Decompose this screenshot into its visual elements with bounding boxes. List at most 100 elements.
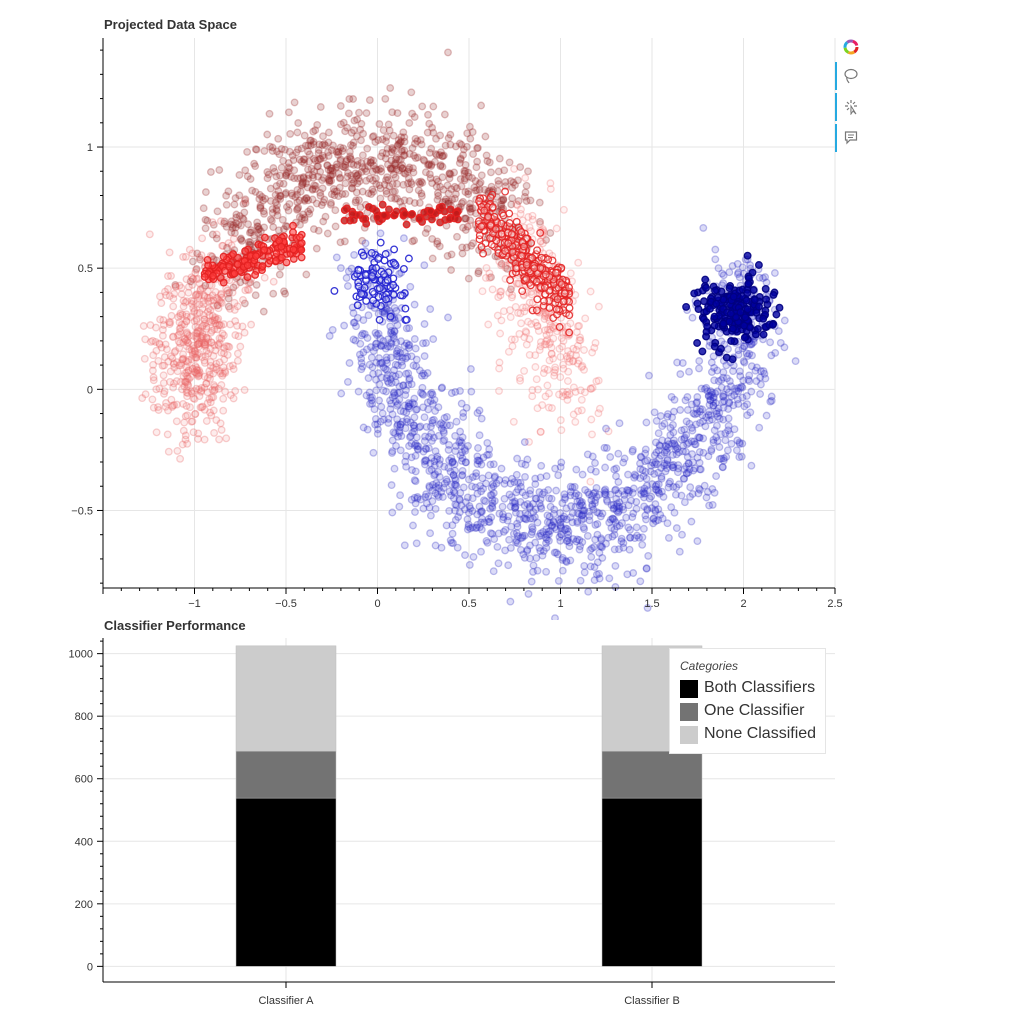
scatter-point <box>358 151 367 160</box>
scatter-point <box>409 168 418 177</box>
scatter-point <box>414 186 423 195</box>
scatter-point <box>197 251 206 260</box>
scatter-point <box>404 165 413 174</box>
scatter-point <box>536 237 545 246</box>
tap-select-tool[interactable] <box>835 93 865 121</box>
scatter-point <box>326 164 335 173</box>
scatter-point <box>212 363 221 372</box>
scatter-point <box>220 344 229 353</box>
scatter-point <box>239 295 247 304</box>
scatter-point <box>580 388 589 397</box>
scatter-point <box>393 194 402 203</box>
scatter-point <box>551 363 560 372</box>
scatter-point <box>240 299 249 308</box>
scatter-point <box>553 327 562 336</box>
scatter-point <box>474 269 483 278</box>
scatter-point <box>343 172 352 181</box>
scatter-point <box>363 144 372 153</box>
scatter-point <box>510 164 519 173</box>
scatter-point <box>198 322 207 331</box>
scatter-point <box>363 157 371 166</box>
scatter-point <box>225 343 234 351</box>
scatter-point <box>209 364 218 373</box>
scatter-point <box>465 205 474 213</box>
scatter-point <box>193 370 201 379</box>
scatter-point <box>232 210 241 219</box>
scatter-point <box>526 196 535 205</box>
scatter-point <box>521 327 530 336</box>
scatter-point <box>181 252 190 261</box>
scatter-point <box>304 165 312 174</box>
scatter-point <box>341 163 350 172</box>
scatter-point <box>398 164 407 173</box>
scatter-point <box>586 384 595 393</box>
scatter-point <box>325 176 334 185</box>
scatter-point <box>305 150 314 159</box>
scatter-point <box>256 203 265 212</box>
scatter-point <box>367 190 376 199</box>
scatter-point <box>217 299 226 307</box>
scatter-point <box>264 170 273 179</box>
scatter-point <box>496 291 505 300</box>
scatter-point <box>446 170 455 179</box>
scatter-point <box>232 213 241 222</box>
scatter-point <box>308 185 317 194</box>
scatter-point <box>427 144 436 153</box>
scatter-point <box>282 202 291 211</box>
lasso-select-tool[interactable] <box>835 62 865 90</box>
scatter-point <box>507 293 516 302</box>
y-tick-label: 600 <box>75 774 93 786</box>
scatter-point <box>396 162 405 171</box>
scatter-point <box>543 325 552 334</box>
scatter-point <box>393 179 401 188</box>
scatter-point <box>199 321 207 330</box>
scatter-point <box>573 359 582 368</box>
scatter-point <box>332 147 341 156</box>
scatter-point <box>425 160 433 168</box>
scatter-point <box>200 315 209 324</box>
scatter-point <box>459 197 467 206</box>
scatter-point <box>192 265 201 274</box>
scatter-point <box>368 167 377 176</box>
scatter-plot[interactable]: −1 −0.5 0 0.5 1 1.5 2 2.5−0.500.51 <box>0 0 900 620</box>
scatter-point <box>314 172 322 181</box>
scatter-point <box>343 123 352 132</box>
scatter-point <box>391 155 400 164</box>
scatter-point <box>284 206 293 215</box>
hover-tool[interactable] <box>835 124 865 152</box>
scatter-point <box>401 169 410 178</box>
scatter-point <box>520 333 529 342</box>
scatter-point <box>543 381 552 390</box>
scatter-point <box>541 326 550 335</box>
scatter-point <box>155 339 164 348</box>
scatter-point <box>194 429 203 438</box>
scatter-point <box>323 161 332 170</box>
scatter-point <box>411 154 420 163</box>
scatter-point <box>203 388 212 397</box>
scatter-point <box>457 140 466 149</box>
scatter-point <box>577 406 586 415</box>
scatter-point <box>508 291 517 300</box>
scatter-point <box>244 237 253 246</box>
scatter-point <box>547 349 556 358</box>
scatter-point <box>195 368 204 377</box>
scatter-point <box>571 417 580 426</box>
scatter-point <box>547 404 556 413</box>
scatter-point <box>468 128 477 137</box>
scatter-point <box>265 109 274 118</box>
scatter-point <box>215 166 224 174</box>
scatter-point <box>188 275 197 284</box>
scatter-point <box>254 229 263 238</box>
scatter-point <box>305 157 313 166</box>
scatter-point <box>447 185 456 194</box>
scatter-point <box>354 174 363 183</box>
scatter-point <box>466 207 475 216</box>
scatter-point <box>507 200 516 209</box>
scatter-point <box>237 234 245 243</box>
scatter-point <box>291 193 300 201</box>
scatter-point <box>417 192 426 200</box>
scatter-point <box>494 167 503 176</box>
scatter-point <box>573 341 582 350</box>
scatter-point <box>363 162 372 171</box>
scatter-point <box>501 182 510 191</box>
